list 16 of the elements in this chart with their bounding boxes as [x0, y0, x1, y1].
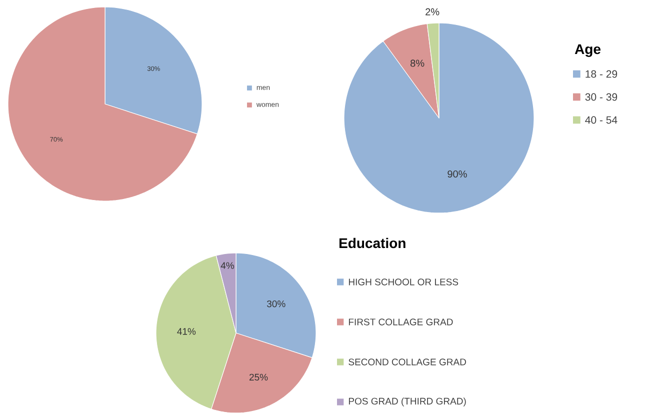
data-label: 8%	[410, 60, 424, 67]
data-label: 2%	[426, 8, 440, 16]
data-label: 4%	[220, 262, 234, 269]
data-label: 41%	[177, 328, 196, 335]
data-label: 30%	[266, 300, 286, 308]
legend-title: Age	[574, 44, 601, 57]
legend-label: FIRST COLLAGE GRAD	[348, 318, 453, 326]
legend-label: SECOND COLLAGE GRAD	[348, 358, 466, 366]
legend-label: 18 - 29	[586, 70, 618, 78]
legend-label: HIGH SCHOOL OR LESS	[348, 278, 458, 286]
data-label: 25%	[249, 374, 268, 381]
legend-label: 30 - 39	[585, 93, 618, 101]
legend-label: POS GRAD (THIRD GRAD)	[348, 398, 466, 406]
legend-label: 40 - 54	[585, 116, 618, 124]
data-label: 90%	[448, 170, 467, 178]
legend-title: Education	[339, 238, 406, 248]
